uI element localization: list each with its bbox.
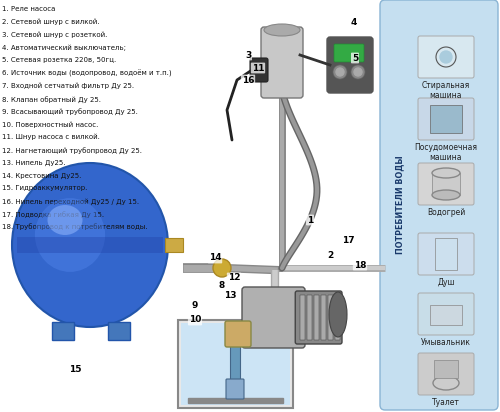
Text: 14. Крестовина Ду25.: 14. Крестовина Ду25. <box>2 172 82 178</box>
Text: 2. Сетевой шнур с вилкой.: 2. Сетевой шнур с вилкой. <box>2 19 100 25</box>
Text: 5. Сетевая розетка 220в, 50гц.: 5. Сетевая розетка 220в, 50гц. <box>2 57 116 63</box>
Bar <box>430 105 462 133</box>
Text: 1: 1 <box>307 215 313 225</box>
Bar <box>307 295 312 340</box>
Text: 8: 8 <box>219 281 225 290</box>
Bar <box>314 295 320 340</box>
Text: 12. Нагнетающий трубопровод Ду 25.: 12. Нагнетающий трубопровод Ду 25. <box>2 147 142 154</box>
Bar <box>108 322 130 340</box>
Text: 18: 18 <box>354 260 366 269</box>
Text: 4. Автоматический выключатель;: 4. Автоматический выключатель; <box>2 44 126 51</box>
Text: 12: 12 <box>228 274 240 283</box>
Text: ПОТРЕБИТЕЛИ ВОДЫ: ПОТРЕБИТЕЛИ ВОДЫ <box>396 156 404 254</box>
Ellipse shape <box>35 198 105 272</box>
Ellipse shape <box>432 190 460 200</box>
Text: 6. Источник воды (водопровод, водоём и т.п.): 6. Источник воды (водопровод, водоём и т… <box>2 70 172 77</box>
Text: Посудомоечная
машина: Посудомоечная машина <box>414 143 478 162</box>
Text: 8. Клапан обратный Ду 25.: 8. Клапан обратный Ду 25. <box>2 96 101 103</box>
Bar <box>178 320 293 408</box>
FancyBboxPatch shape <box>418 98 474 140</box>
Circle shape <box>213 259 231 277</box>
Bar <box>188 398 283 403</box>
FancyBboxPatch shape <box>418 36 474 78</box>
Ellipse shape <box>12 163 168 327</box>
Bar <box>430 305 462 325</box>
Ellipse shape <box>433 376 459 390</box>
Circle shape <box>336 68 344 76</box>
Text: 10. Поверхностный насос.: 10. Поверхностный насос. <box>2 121 98 128</box>
FancyBboxPatch shape <box>226 379 244 399</box>
Bar <box>434 360 458 378</box>
Ellipse shape <box>48 205 82 235</box>
Text: Стиральная
машина: Стиральная машина <box>422 81 470 101</box>
FancyBboxPatch shape <box>380 0 498 410</box>
Circle shape <box>354 68 362 76</box>
Text: 10: 10 <box>189 316 201 325</box>
Text: 3. Сетевой шнур с розеткой.: 3. Сетевой шнур с розеткой. <box>2 32 108 38</box>
Text: 11. Шнур насоса с вилкой.: 11. Шнур насоса с вилкой. <box>2 134 100 140</box>
Text: 9. Всасывающий трубопровод Ду 25.: 9. Всасывающий трубопровод Ду 25. <box>2 108 138 115</box>
Text: 16: 16 <box>242 75 254 84</box>
Text: 14: 14 <box>208 253 222 262</box>
Bar <box>181 323 290 405</box>
FancyBboxPatch shape <box>418 163 474 205</box>
Bar <box>335 295 340 340</box>
FancyBboxPatch shape <box>418 353 474 395</box>
Ellipse shape <box>329 292 347 337</box>
Text: Душ: Душ <box>437 278 455 287</box>
Ellipse shape <box>432 168 460 178</box>
Text: Умывальник: Умывальник <box>421 338 471 347</box>
Text: 5: 5 <box>352 54 358 63</box>
Bar <box>328 295 333 340</box>
FancyBboxPatch shape <box>327 37 373 93</box>
Bar <box>17 237 163 253</box>
FancyBboxPatch shape <box>225 321 251 347</box>
Bar <box>230 340 240 395</box>
FancyBboxPatch shape <box>295 291 342 344</box>
Circle shape <box>440 51 452 63</box>
FancyBboxPatch shape <box>250 58 268 82</box>
Text: 2: 2 <box>327 250 333 260</box>
FancyBboxPatch shape <box>418 233 474 275</box>
Text: 11: 11 <box>252 63 264 73</box>
Bar <box>321 295 326 340</box>
Text: 17. Подводка гибкая Ду 15.: 17. Подводка гибкая Ду 15. <box>2 211 104 218</box>
FancyBboxPatch shape <box>418 293 474 335</box>
Bar <box>165 238 183 252</box>
Text: 13. Нипель Ду25.: 13. Нипель Ду25. <box>2 159 66 166</box>
Text: 16. Нипель переходной Ду25 / Ду 15.: 16. Нипель переходной Ду25 / Ду 15. <box>2 198 139 205</box>
Text: 7. Входной сетчатый фильтр Ду 25.: 7. Входной сетчатый фильтр Ду 25. <box>2 83 134 89</box>
Text: 15: 15 <box>69 365 81 375</box>
Text: 3: 3 <box>245 51 251 59</box>
Circle shape <box>333 65 347 79</box>
Bar <box>432 173 460 195</box>
FancyBboxPatch shape <box>242 287 305 348</box>
Text: 17: 17 <box>342 236 354 244</box>
Circle shape <box>351 65 365 79</box>
FancyBboxPatch shape <box>261 27 303 98</box>
Text: 15. Гидроаккумулятор.: 15. Гидроаккумулятор. <box>2 185 87 191</box>
Text: Туалет: Туалет <box>432 398 460 407</box>
Text: Водогрей: Водогрей <box>427 208 465 217</box>
Text: 9: 9 <box>192 300 198 309</box>
Bar <box>435 238 457 270</box>
Text: 4: 4 <box>351 17 357 26</box>
Text: 18. Трубопровод к потребителям воды.: 18. Трубопровод к потребителям воды. <box>2 224 148 230</box>
Ellipse shape <box>264 24 300 36</box>
Bar <box>300 295 305 340</box>
Text: 1. Реле насоса: 1. Реле насоса <box>2 6 56 12</box>
FancyBboxPatch shape <box>334 44 364 62</box>
Text: 13: 13 <box>224 290 236 300</box>
Bar <box>52 322 74 340</box>
